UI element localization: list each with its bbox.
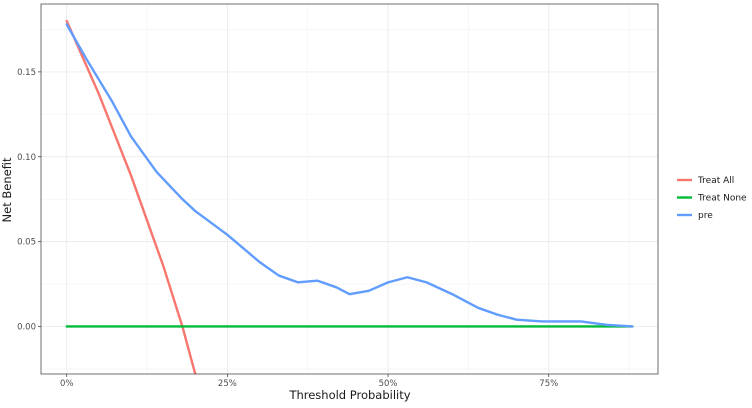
series-line-treat-all [65,19,197,374]
x-tick-label: 0% [60,379,74,389]
y-axis-title: Net Benefit [0,157,14,222]
legend-label-treat-all: Treat All [697,176,734,186]
plot-area [40,3,659,375]
y-tick-label: 0.15 [17,68,36,78]
y-tick-label: 0.00 [17,322,36,332]
legend-label-treat-none: Treat None [697,194,747,204]
series-group [65,19,634,374]
y-tick-label: 0.05 [17,238,36,248]
series-line-pre [65,23,634,328]
legend-label-pre: pre [698,211,713,221]
x-tick-label: 75% [539,379,558,389]
panel-border [40,3,659,375]
x-tick-label: 50% [379,379,398,389]
panel-background [41,4,658,374]
x-tick-label: 25% [218,379,237,389]
legend: Treat All Treat None pre [677,176,747,221]
y-tick-label: 0.10 [17,153,36,163]
axes: 0% 25% 50% 75% 0.00 0.05 0.10 0.15 [17,68,558,389]
x-axis-title: Threshold Probability [288,388,410,402]
